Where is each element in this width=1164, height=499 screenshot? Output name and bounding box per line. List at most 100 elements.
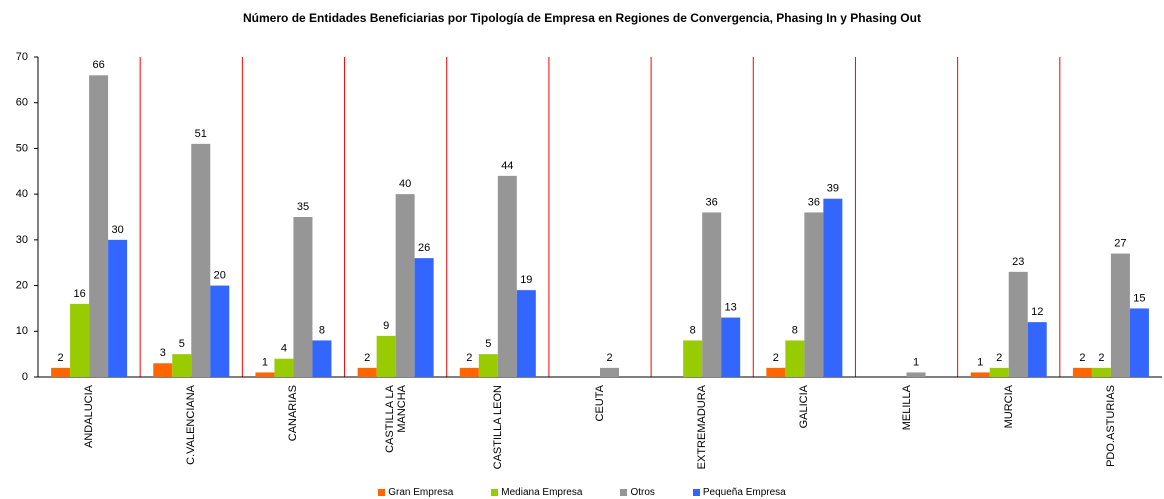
bar <box>683 340 703 377</box>
bar <box>1072 367 1092 377</box>
bar <box>516 290 536 377</box>
data-label: 40 <box>399 178 411 190</box>
bar <box>108 239 128 377</box>
legend-swatch <box>692 489 700 496</box>
data-label: 44 <box>501 160 513 172</box>
bar <box>823 198 843 377</box>
bar <box>293 217 313 377</box>
data-label: 8 <box>690 324 696 336</box>
data-label: 8 <box>792 324 798 336</box>
bar <box>376 335 396 377</box>
data-label: 2 <box>364 352 370 364</box>
data-label: 16 <box>73 288 85 300</box>
data-label: 5 <box>485 338 491 350</box>
data-label: 2 <box>773 352 779 364</box>
legend-swatch <box>378 489 386 496</box>
bar <box>459 367 479 377</box>
x-tick-label: GALICIA <box>798 385 811 429</box>
data-label: 13 <box>725 301 737 313</box>
y-tick-label: 50 <box>16 142 28 154</box>
data-label: 12 <box>1031 306 1043 318</box>
x-tick-label: CASTILLA LA MANCHA <box>383 385 408 453</box>
bar <box>478 354 498 377</box>
bar <box>51 367 71 377</box>
bar <box>1110 253 1130 377</box>
x-tick-label: PDO.ASTURIAS <box>1104 385 1117 467</box>
bar <box>970 372 990 377</box>
data-label: 2 <box>996 352 1002 364</box>
legend-item: Gran Empresa <box>378 487 453 498</box>
legend-item: Otros <box>620 487 655 498</box>
bar <box>210 285 230 377</box>
x-tick-label: CASTILLA LEON <box>491 385 504 470</box>
data-label: 35 <box>297 201 309 213</box>
data-label: 36 <box>706 196 718 208</box>
bar <box>274 358 294 377</box>
data-label: 2 <box>1098 352 1104 364</box>
x-tick-label: ANDALUCIA <box>83 385 96 448</box>
data-label: 2 <box>466 352 472 364</box>
data-label: 3 <box>160 347 166 359</box>
data-label: 2 <box>606 352 612 364</box>
bar <box>906 372 926 377</box>
data-label: 2 <box>1079 352 1085 364</box>
data-label: 26 <box>418 242 430 254</box>
data-label: 1 <box>913 356 919 368</box>
legend-item: Pequeña Empresa <box>692 487 786 498</box>
legend-label: Otros <box>630 487 655 498</box>
y-tick-label: 40 <box>16 188 28 200</box>
bar <box>785 340 805 377</box>
legend-item: Mediana Empresa <box>491 487 582 498</box>
x-tick-label: CANARIAS <box>287 385 300 442</box>
bar <box>191 143 211 377</box>
x-tick-label: EXTREMADURA <box>696 385 709 470</box>
data-label: 51 <box>195 128 207 140</box>
x-tick-label: CEUTA <box>594 385 606 422</box>
data-label: 8 <box>319 324 325 336</box>
y-tick-label: 30 <box>16 234 28 246</box>
bar <box>766 367 786 377</box>
bar <box>70 303 90 377</box>
data-label: 66 <box>92 59 104 71</box>
data-label: 20 <box>214 269 226 281</box>
x-tick-label: MURCIA <box>1002 385 1015 429</box>
bar <box>312 340 332 377</box>
data-label: 27 <box>1114 237 1126 249</box>
data-label: 1 <box>977 356 983 368</box>
bar <box>153 363 173 377</box>
legend-label: Mediana Empresa <box>501 487 583 498</box>
bar <box>172 354 192 377</box>
bar <box>395 194 415 377</box>
y-tick-label: 0 <box>22 371 28 383</box>
y-tick-label: 70 <box>16 51 28 63</box>
data-label: 19 <box>520 274 532 286</box>
y-tick-label: 20 <box>16 279 28 291</box>
bar <box>804 212 824 377</box>
y-tick-label: 60 <box>16 97 28 109</box>
bar <box>255 372 275 377</box>
legend-swatch <box>491 489 499 496</box>
y-tick-label: 10 <box>16 325 28 337</box>
bar <box>1129 308 1149 377</box>
bar <box>1008 271 1028 377</box>
bar <box>497 175 517 377</box>
data-label: 36 <box>808 196 820 208</box>
bar <box>414 258 434 377</box>
bar <box>989 367 1009 377</box>
x-tick-label: MELILLA <box>900 385 913 431</box>
bar <box>357 367 377 377</box>
chart-title: Número de Entidades Beneficiarias por Ti… <box>243 11 921 25</box>
legend-label: Gran Empresa <box>388 487 454 498</box>
legend: Gran Empresa Mediana Empresa Otros Pequeña … <box>0 487 1164 498</box>
bar <box>1027 322 1047 377</box>
data-label: 9 <box>383 320 389 332</box>
data-label: 1 <box>262 356 268 368</box>
data-label: 2 <box>58 352 64 364</box>
bar <box>721 317 741 377</box>
data-label: 15 <box>1133 292 1145 304</box>
legend-swatch <box>620 489 628 496</box>
bar <box>89 75 109 378</box>
bar <box>1091 367 1111 377</box>
